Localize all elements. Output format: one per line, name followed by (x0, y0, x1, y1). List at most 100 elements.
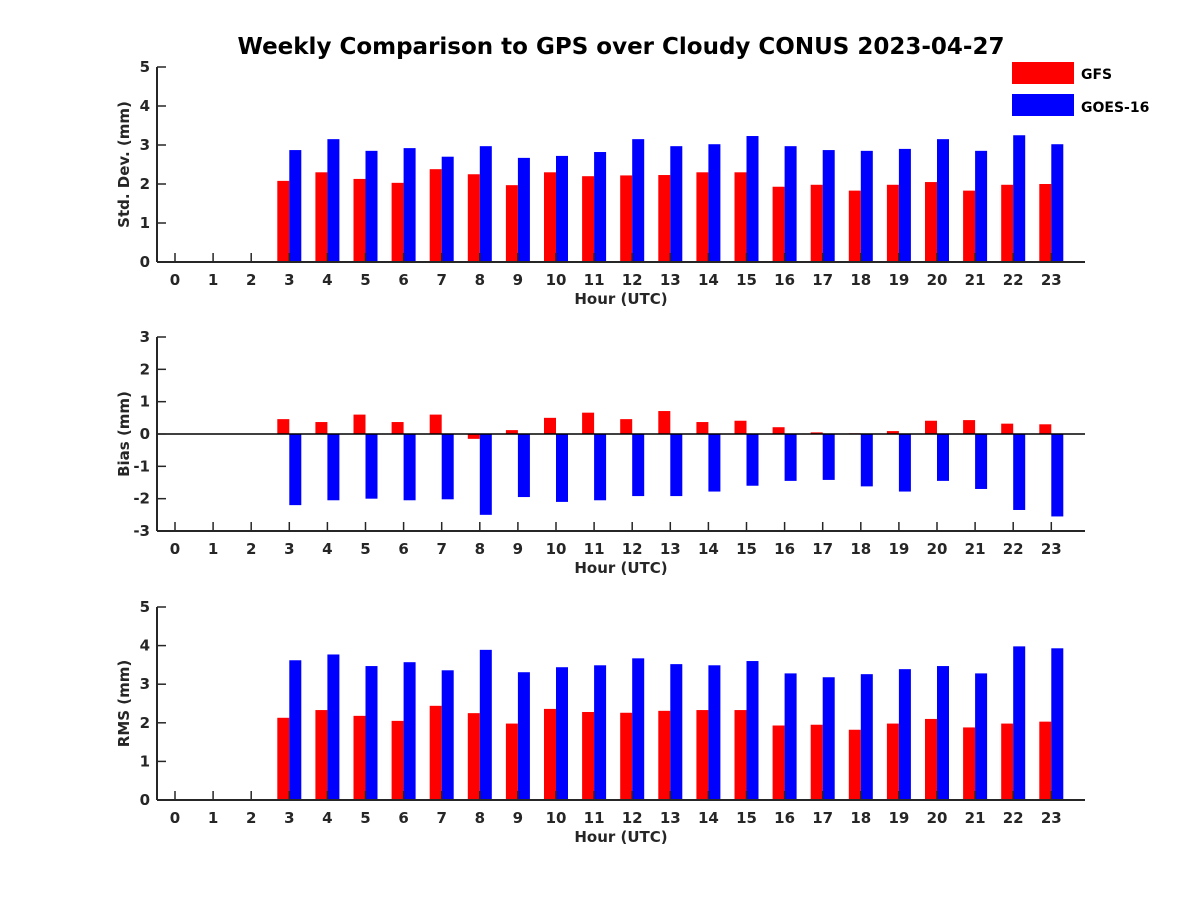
rms-xtick-label: 3 (284, 809, 294, 827)
bias-bar-goes16-11 (594, 434, 607, 501)
bias-bar-gfs-10 (544, 417, 556, 434)
bias-xtick-label: 19 (888, 540, 909, 558)
bias-bar-gfs-21 (963, 420, 976, 434)
std-dev-ytick-label: 1 (140, 214, 150, 232)
bias-xtick-label: 18 (850, 540, 871, 558)
std-dev-xtick-label: 2 (246, 271, 256, 289)
std-dev-bar-gfs-10 (544, 172, 556, 262)
rms-bar-goes16-9 (517, 672, 530, 800)
bias-xtick-label: 9 (513, 540, 523, 558)
rms-bar-gfs-16 (772, 725, 785, 800)
rms-bar-gfs-8 (467, 713, 480, 800)
rms-bar-goes16-17 (822, 677, 835, 800)
rms-xtick-label: 11 (584, 809, 605, 827)
std-dev-bar-goes16-12 (632, 139, 645, 262)
rms-xtick-label: 10 (546, 809, 567, 827)
std-dev-bar-goes16-11 (594, 152, 607, 262)
bias-ytick-label: -2 (133, 490, 150, 508)
bias-ytick-label: -3 (133, 522, 150, 540)
std-dev-bar-goes16-20 (937, 139, 949, 262)
std-dev-bar-gfs-9 (505, 185, 518, 262)
bias-bar-goes16-14 (708, 434, 721, 492)
std-dev-bar-goes16-17 (822, 150, 835, 262)
rms-xtick-label: 15 (736, 809, 757, 827)
std-dev-ytick-label: 2 (140, 175, 150, 193)
rms-bar-goes16-21 (975, 673, 988, 800)
rms-bar-gfs-7 (429, 705, 442, 800)
std-dev-bar-goes16-7 (441, 156, 454, 262)
std-dev-bar-goes16-9 (517, 157, 530, 262)
rms-bar-goes16-11 (594, 665, 607, 800)
bias-xtick-label: 16 (774, 540, 795, 558)
std-dev-bar-gfs-21 (963, 190, 976, 262)
std-dev-bar-gfs-17 (810, 184, 823, 262)
rms-xtick-label: 12 (622, 809, 643, 827)
rms-xtick-label: 20 (927, 809, 948, 827)
bias-bar-goes16-12 (632, 434, 645, 497)
rms-bar-goes16-12 (632, 658, 645, 800)
bias-xtick-label: 22 (1003, 540, 1024, 558)
bias-bar-goes16-23 (1051, 434, 1064, 517)
rms-bar-gfs-17 (810, 724, 823, 800)
bias-xtick-label: 13 (660, 540, 681, 558)
rms-bar-gfs-20 (925, 718, 937, 800)
std-dev-xtick-label: 23 (1041, 271, 1062, 289)
rms-xtick-label: 18 (850, 809, 871, 827)
legend-label-gfs: GFS (1081, 67, 1112, 83)
rms-y-axis-label: RMS (mm) (115, 660, 133, 747)
rms-bar-gfs-10 (544, 708, 556, 800)
legend-swatch-goes16 (1012, 94, 1074, 116)
std-dev-bar-gfs-15 (734, 172, 747, 262)
bias-ytick-label: 2 (140, 360, 150, 378)
bias-bar-gfs-4 (315, 422, 328, 434)
rms-bar-goes16-8 (479, 649, 492, 800)
bias-ytick-label: 1 (140, 393, 150, 411)
bias-bar-gfs-20 (925, 420, 937, 434)
std-dev-xtick-label: 5 (360, 271, 370, 289)
rms-bar-gfs-13 (658, 710, 671, 800)
std-dev-xtick-label: 18 (850, 271, 871, 289)
std-dev-xtick-label: 8 (475, 271, 485, 289)
std-dev-bar-gfs-6 (391, 182, 404, 262)
rms-xtick-label: 8 (475, 809, 485, 827)
rms-bar-gfs-4 (315, 710, 328, 800)
std-dev-bar-goes16-6 (403, 148, 416, 262)
bias-xtick-label: 17 (812, 540, 833, 558)
bias-bar-gfs-11 (582, 412, 595, 434)
rms-ytick-label: 5 (140, 598, 150, 616)
std-dev-y-axis-label: Std. Dev. (mm) (115, 101, 133, 228)
rms-ytick-label: 2 (140, 714, 150, 732)
std-dev-bar-gfs-20 (925, 182, 937, 262)
bias-xtick-label: 2 (246, 540, 256, 558)
rms-bar-gfs-3 (277, 717, 290, 800)
bias-ytick-label: 0 (140, 425, 150, 443)
rms-bar-goes16-15 (746, 661, 759, 800)
rms-xtick-label: 13 (660, 809, 681, 827)
bias-xtick-label: 7 (436, 540, 446, 558)
bias-xtick-label: 21 (965, 540, 986, 558)
bias-bar-gfs-9 (505, 430, 518, 434)
bias-xtick-label: 4 (322, 540, 332, 558)
rms-bar-goes16-3 (289, 660, 302, 800)
chart-title: Weekly Comparison to GPS over Cloudy CON… (238, 34, 1005, 60)
rms-bar-goes16-16 (784, 673, 797, 800)
std-dev-bar-gfs-3 (277, 180, 290, 262)
std-dev-ytick-label: 5 (140, 58, 150, 76)
legend: GFS GOES-16 (1012, 62, 1149, 116)
rms-bar-gfs-15 (734, 710, 747, 800)
bias-xtick-label: 8 (475, 540, 485, 558)
std-dev-xtick-label: 7 (436, 271, 446, 289)
rms-bar-gfs-22 (1001, 723, 1014, 800)
std-dev-bar-goes16-14 (708, 144, 721, 262)
rms-bar-gfs-9 (505, 723, 518, 800)
std-dev-xtick-label: 3 (284, 271, 294, 289)
bias-bar-goes16-3 (289, 434, 302, 506)
bias-bar-goes16-5 (365, 434, 378, 499)
std-dev-xtick-label: 4 (322, 271, 332, 289)
bias-xtick-label: 23 (1041, 540, 1062, 558)
std-dev-bar-goes16-3 (289, 150, 302, 262)
